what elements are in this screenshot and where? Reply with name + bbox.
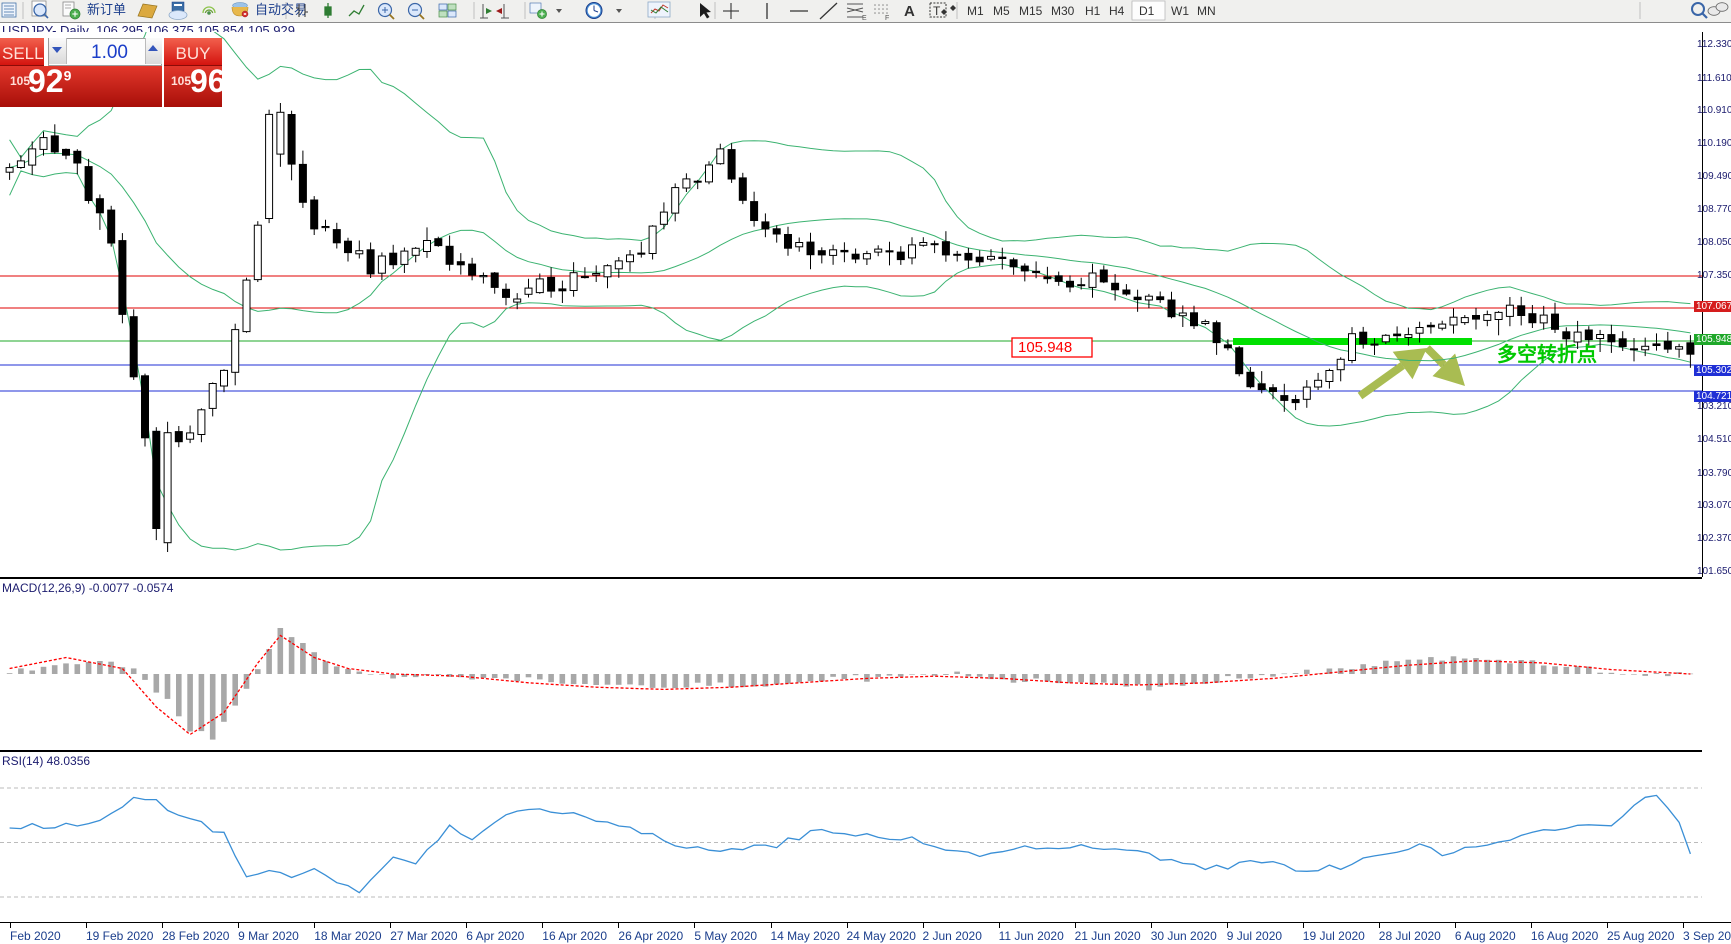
svg-text:T: T: [933, 4, 941, 18]
svg-text:F: F: [885, 15, 889, 21]
svg-text:W1: W1: [1171, 4, 1189, 18]
svg-text:D1: D1: [1139, 4, 1155, 18]
svg-text:M15: M15: [1019, 4, 1043, 18]
svg-text:M5: M5: [993, 4, 1010, 18]
svg-text:E: E: [862, 15, 867, 21]
svg-text:M30: M30: [1051, 4, 1075, 18]
svg-text:H4: H4: [1109, 4, 1125, 18]
svg-text:M1: M1: [967, 4, 984, 18]
svg-text:A: A: [904, 3, 915, 20]
svg-text:MN: MN: [1197, 4, 1216, 18]
svg-text:新订单: 新订单: [87, 2, 126, 17]
svg-text:H1: H1: [1085, 4, 1101, 18]
svg-text:105.948: 105.948: [1018, 339, 1072, 356]
